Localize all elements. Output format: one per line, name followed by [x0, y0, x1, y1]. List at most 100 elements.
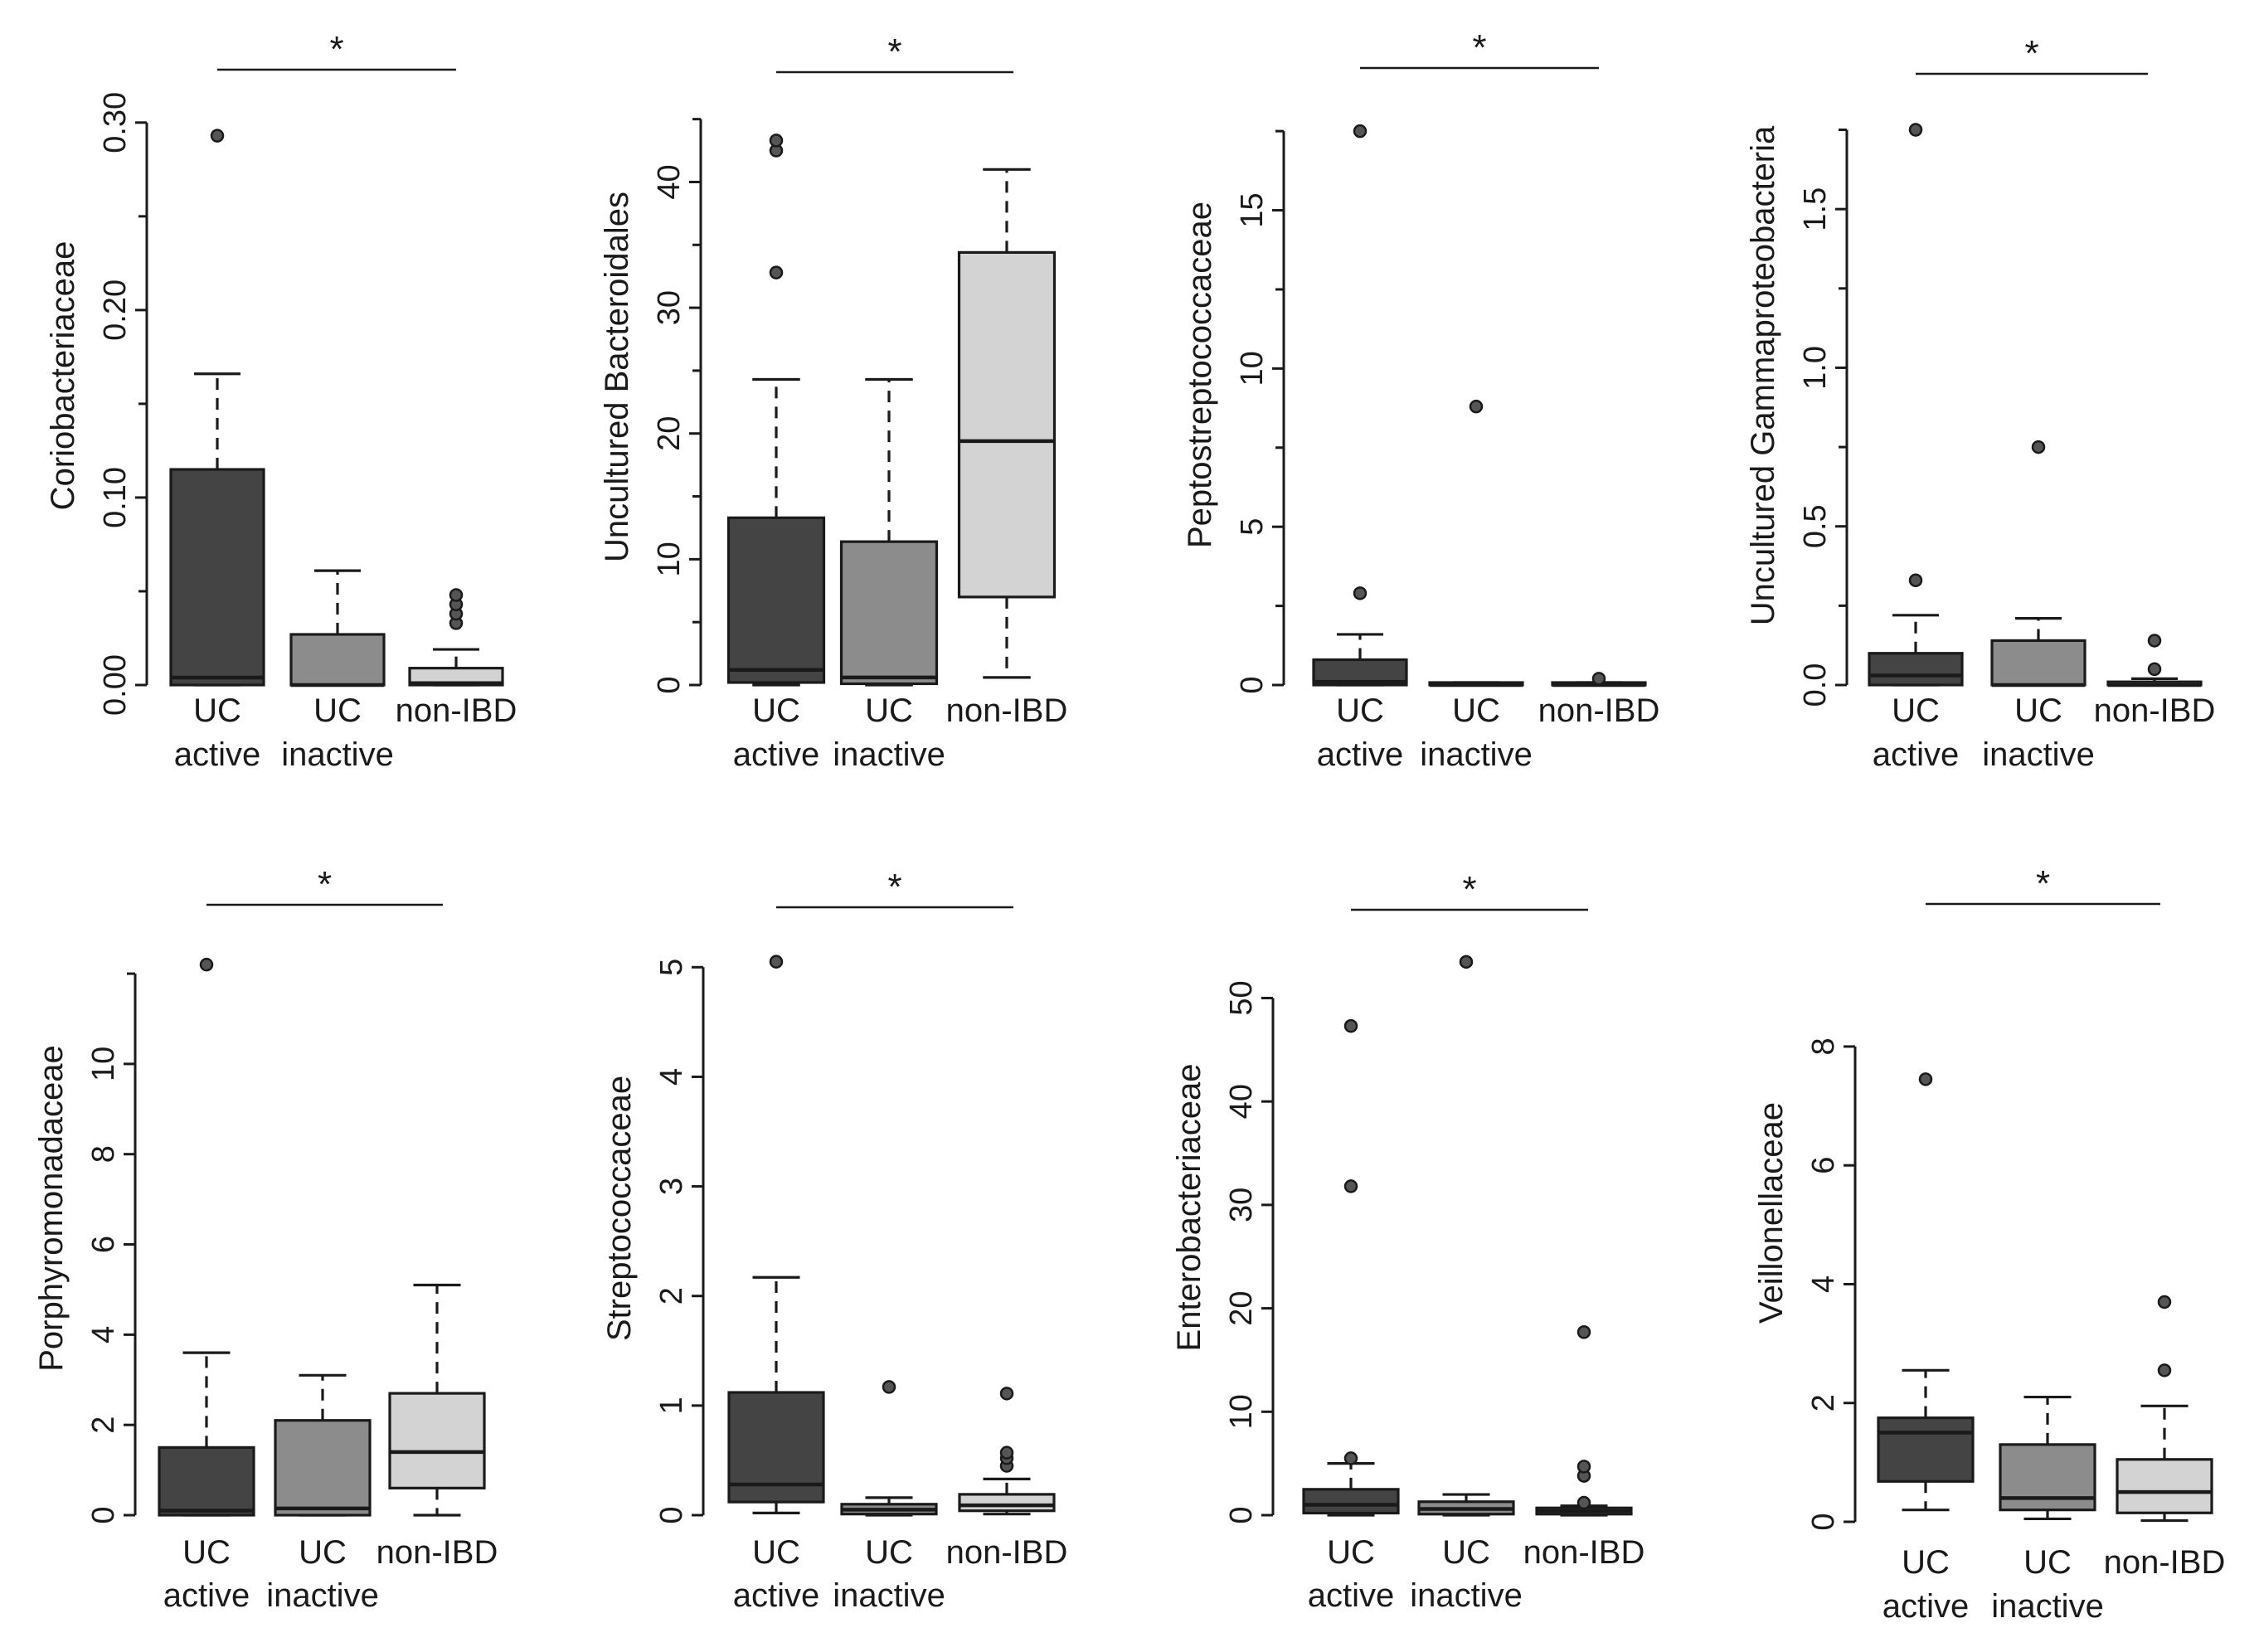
iqr-box	[1877, 1416, 1975, 1483]
y-tick-label: 0.20	[98, 279, 133, 341]
box-group-2: UC inactive	[1991, 1395, 2104, 1625]
y-tick-label: 20	[652, 416, 687, 451]
y-tick-label: 0	[1806, 1513, 1841, 1530]
box-group-2: UC inactive	[833, 377, 945, 773]
x-label-line2: active	[1308, 1577, 1395, 1614]
iqr-box	[408, 667, 504, 687]
outlier-point	[1908, 573, 1923, 588]
panel-6: 0 1 2 3 4 5 Streptococcaceae * UC active UC inactiv…	[601, 867, 1067, 1614]
y-tick-label: 40	[1224, 1084, 1259, 1119]
outlier-point	[882, 1380, 896, 1394]
x-label-line1: UC	[2014, 692, 2062, 729]
box-group-1: UC active	[1302, 1018, 1400, 1614]
iqr-box	[289, 633, 386, 687]
y-tick-label: 0	[86, 1506, 121, 1523]
significance-star: *	[2036, 863, 2050, 904]
y-axis-label: Enterobacteriaceae	[1171, 1064, 1207, 1352]
outlier-point	[2031, 440, 2046, 454]
y-tick-label: 5	[1235, 518, 1270, 536]
x-label-line2: active	[174, 736, 261, 773]
iqr-box	[1302, 1488, 1400, 1515]
outlier-point	[1459, 955, 1474, 969]
y-tick-label: 0.30	[98, 92, 133, 153]
x-label-line2: inactive	[1982, 736, 2095, 773]
iqr-box	[726, 516, 826, 684]
outlier-point	[449, 588, 464, 602]
panel-2: 0 10 20 30 40 Uncultured Bacteroidales * UC acti…	[599, 32, 1067, 773]
outlier-point	[1353, 586, 1368, 600]
panel-4: 0.0 0.5 1.0 1.5 Uncultured Gammaproteobacter…	[1745, 33, 2215, 773]
x-label-line1: non-IBD	[376, 1534, 498, 1571]
outlier-point	[769, 134, 784, 148]
y-tick-label: 10	[1224, 1394, 1259, 1429]
box-group-1: UC active	[727, 955, 825, 1614]
significance-star: *	[329, 29, 343, 70]
y-tick-label: 10	[1235, 351, 1270, 386]
x-label-line1: UC	[752, 1534, 800, 1571]
box-group-3: non-IBD	[946, 1387, 1067, 1571]
box-group-2: UC inactive	[1420, 399, 1533, 773]
y-tick-label: 6	[1806, 1157, 1841, 1174]
box-group-3: non-IBD	[2104, 1295, 2225, 1581]
y-tick-label: 0	[654, 1506, 689, 1523]
box-group-1: UC active	[1312, 124, 1408, 773]
y-axis-label: Peptostreptococcaceae	[1182, 202, 1218, 548]
x-label-line2: inactive	[266, 1577, 379, 1614]
x-label-line2: inactive	[1991, 1588, 2104, 1625]
box-group-1: UC active	[1877, 1072, 1975, 1625]
y-tick-label: 0	[1224, 1506, 1259, 1523]
x-label-line1: non-IBD	[946, 692, 1068, 729]
y-tick-label: 50	[1224, 980, 1259, 1015]
y-tick-label: 0.0	[1798, 663, 1833, 707]
y-tick-label: 4	[1806, 1275, 1841, 1293]
box-group-2: UC inactive	[1982, 440, 2095, 773]
panel-5: 0 2 4 6 8 10 Porphyromonadaceae * UC active UC inac…	[33, 864, 498, 1614]
y-tick-label: 4	[86, 1326, 121, 1343]
iqr-box	[2116, 1458, 2213, 1514]
x-label-line2: active	[733, 1577, 820, 1614]
panel-8: 0 2 4 6 8 Veillonellaceae * UC active UC inactiven…	[1753, 863, 2225, 1625]
outlier-point	[1918, 1072, 1933, 1086]
outlier-point	[1343, 1018, 1358, 1033]
x-label-line2: inactive	[1410, 1577, 1523, 1614]
y-tick-label: 10	[86, 1047, 121, 1081]
x-label-line1: UC	[313, 692, 362, 729]
y-tick-label: 1.0	[1798, 346, 1833, 390]
y-tick-label: 1	[654, 1397, 689, 1414]
x-label-line1: UC	[193, 692, 241, 729]
box-group-1: UC active	[726, 134, 826, 773]
x-label-line2: active	[163, 1577, 250, 1614]
y-tick-label: 10	[652, 542, 687, 576]
y-axis-label: Coriobacteriaceae	[45, 241, 81, 511]
box-group-1: UC active	[169, 129, 265, 773]
y-tick-label: 3	[654, 1178, 689, 1195]
outlier-point	[1353, 124, 1368, 138]
outlier-point	[1343, 1179, 1358, 1193]
y-tick-label: 0.10	[98, 467, 133, 528]
y-tick-label: 40	[652, 164, 687, 199]
panel-3: 0 5 10 15 Peptostreptococcaceae * UC active UC in…	[1182, 27, 1659, 773]
y-axis-label: Porphyromonadaceae	[33, 1045, 70, 1372]
y-tick-label: 4	[654, 1068, 689, 1086]
y-axis-label: Uncultured Gammaproteobacteria	[1745, 125, 1781, 625]
y-tick-label: 1.5	[1798, 187, 1833, 231]
panel-1: 0.00 0.10 0.20 0.30 Coriobacteriaceae * UC acti…	[45, 29, 517, 773]
outlier-point	[1469, 399, 1484, 414]
outlier-point	[1576, 1495, 1591, 1510]
iqr-box	[158, 1446, 255, 1517]
x-label-line2: active	[1873, 736, 1960, 773]
x-label-line1: non-IBD	[396, 692, 517, 729]
x-label-line2: inactive	[833, 1577, 945, 1614]
outlier-point	[1576, 1325, 1591, 1339]
outlier-point	[199, 957, 214, 972]
y-tick-label: 5	[654, 959, 689, 976]
y-axis-label: Streptococcaceae	[601, 1076, 638, 1341]
outlier-point	[999, 1446, 1014, 1460]
x-label-line1: UC	[1452, 692, 1500, 729]
x-label-line2: inactive	[281, 736, 394, 773]
y-axis-label: Uncultured Bacteroidales	[599, 192, 635, 562]
iqr-box	[1999, 1443, 2096, 1512]
x-label-line1: UC	[299, 1534, 347, 1571]
x-label-line2: active	[1317, 736, 1404, 773]
